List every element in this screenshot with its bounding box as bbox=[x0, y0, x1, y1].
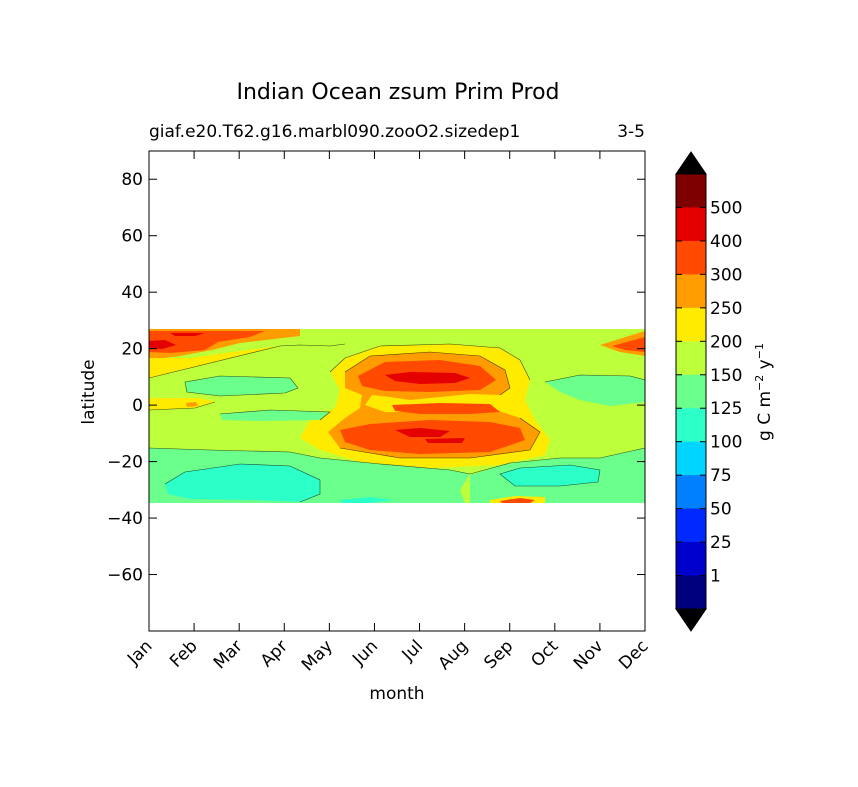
x-axis-label: month bbox=[369, 684, 424, 704]
y-axis-label: latitude bbox=[79, 359, 99, 424]
x-tick-label: Nov bbox=[570, 636, 608, 674]
colorbar-tick-label: 125 bbox=[710, 399, 742, 419]
colorbar-tick-label: 25 bbox=[710, 533, 732, 553]
y-tick-label: 20 bbox=[121, 340, 143, 360]
band-125-150-mar bbox=[185, 376, 298, 396]
colorbar-band bbox=[676, 307, 706, 342]
x-tick-label: Oct bbox=[527, 636, 562, 671]
chart-subtitle-left: giaf.e20.T62.g16.marbl090.zooO2.sizedep1 bbox=[149, 122, 520, 142]
band-300-400-eq bbox=[392, 403, 500, 414]
x-tick-label: May bbox=[298, 636, 337, 675]
colorbar-tick-label: 75 bbox=[710, 466, 732, 486]
colorbar-label: g C m−2 y−1 bbox=[753, 343, 775, 441]
colorbar-band bbox=[676, 341, 706, 376]
x-tick-label: Sep bbox=[480, 636, 517, 673]
colorbar-band bbox=[676, 274, 706, 309]
colorbar-band bbox=[676, 508, 706, 543]
x-tick-label: Jan bbox=[123, 636, 156, 669]
y-tick-label: −40 bbox=[107, 509, 143, 529]
colorbar-tick-label: 150 bbox=[710, 366, 742, 386]
band-300-400-dec bbox=[612, 337, 645, 352]
y-tick-label: 80 bbox=[121, 170, 143, 190]
band-400-500-north2 bbox=[170, 333, 205, 336]
colorbar-tick-label: 250 bbox=[710, 299, 742, 319]
band-400-500-north bbox=[149, 340, 176, 349]
colorbar-band bbox=[676, 408, 706, 443]
x-tick-label: Jul bbox=[398, 636, 427, 665]
colorbar-frame bbox=[675, 173, 707, 610]
colorbar-tick-label: 100 bbox=[710, 433, 742, 453]
band-125-150-apr bbox=[220, 410, 330, 421]
band-250-300-eq-west bbox=[186, 402, 198, 407]
colorbar-band bbox=[676, 475, 706, 510]
plot-frame bbox=[148, 150, 646, 632]
contour-lines bbox=[149, 343, 645, 503]
chart-subtitle-right: 3-5 bbox=[617, 122, 645, 142]
band-100-125-oct bbox=[500, 465, 600, 486]
x-tick-label: Aug bbox=[435, 636, 473, 674]
y-tick-label: −60 bbox=[107, 566, 143, 586]
colorbar: 500 400 300 250 200 150 125 100 75 50 25 1 bbox=[675, 151, 742, 632]
x-tick-label: Apr bbox=[257, 636, 292, 671]
y-tick-label: −20 bbox=[107, 453, 143, 473]
colorbar-band bbox=[676, 207, 706, 242]
contour-field bbox=[149, 329, 645, 503]
colorbar-band bbox=[676, 542, 706, 577]
band-200-250-eq-west bbox=[149, 398, 215, 410]
band-100-125-jun bbox=[340, 497, 395, 503]
x-tick-label: Dec bbox=[615, 636, 652, 673]
chart-title: Indian Ocean zsum Prim Prod bbox=[237, 80, 560, 105]
colorbar-tick-label: 200 bbox=[710, 332, 742, 352]
band-400-500-summer-n bbox=[385, 372, 470, 384]
colorbar-extend-max bbox=[675, 151, 707, 175]
y-tick-label: 60 bbox=[121, 227, 143, 247]
colorbar-tick-label: 500 bbox=[710, 198, 742, 218]
colorbar-tick-label: 50 bbox=[710, 500, 732, 520]
band-400-500-summer-s2 bbox=[425, 438, 465, 443]
band-400-500-summer-s bbox=[395, 428, 450, 437]
colorbar-band bbox=[676, 374, 706, 409]
x-tick-label: Feb bbox=[166, 636, 201, 671]
colorbar-band bbox=[676, 174, 706, 208]
band-100-125-feb-may bbox=[165, 464, 320, 502]
band-300-400-sep-south bbox=[500, 498, 535, 503]
colorbar-tick-label: 1 bbox=[710, 567, 721, 587]
x-tick-label: Jun bbox=[348, 636, 382, 670]
band-300-400-north bbox=[149, 331, 265, 353]
band-125-150-oct bbox=[545, 375, 645, 406]
colorbar-band bbox=[676, 575, 706, 610]
y-tick-label: 0 bbox=[132, 396, 143, 416]
colorbar-band bbox=[676, 441, 706, 476]
colorbar-band bbox=[676, 240, 706, 275]
colorbar-tick-label: 400 bbox=[710, 232, 742, 252]
colorbar-extend-min bbox=[675, 608, 707, 632]
y-tick-label: 40 bbox=[121, 283, 143, 303]
x-tick-label: Mar bbox=[210, 636, 247, 673]
colorbar-tick-label: 300 bbox=[710, 265, 742, 285]
y-axis: 80 60 40 20 0 −20 −40 −60 bbox=[107, 170, 645, 586]
